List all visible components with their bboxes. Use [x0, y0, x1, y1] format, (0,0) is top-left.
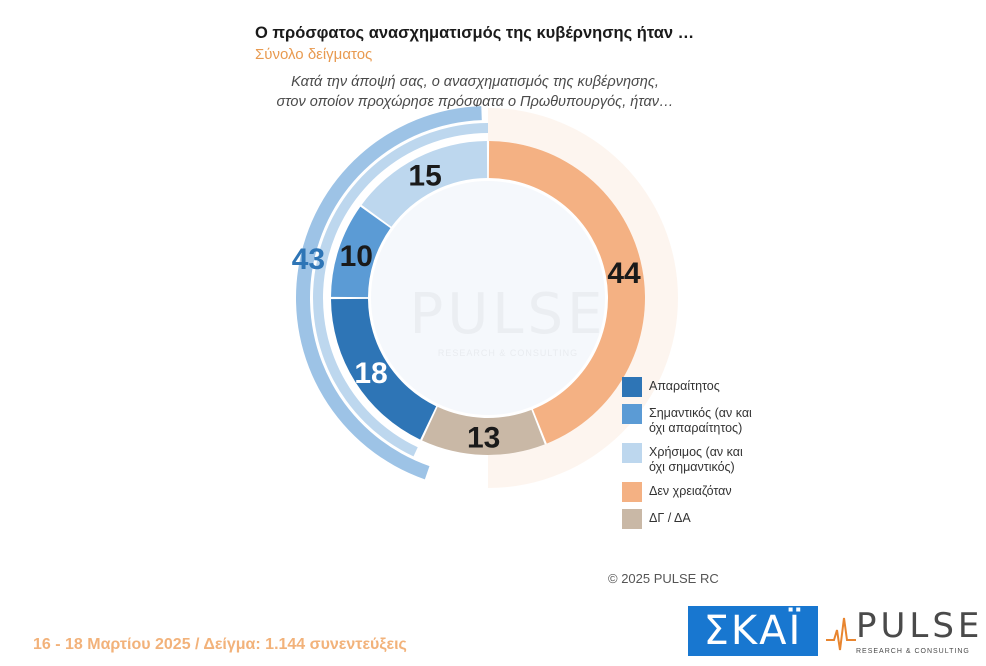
data-labels: 18 10 15 44 13 43 [292, 160, 641, 455]
survey-footer: 16 - 18 Μαρτίου 2025 / Δείγμα: 1.144 συν… [33, 636, 407, 653]
legend-swatch [622, 443, 642, 463]
slice-important [331, 206, 391, 298]
label-not-needed: 44 [607, 257, 641, 290]
legend-item: ΔΓ / ΔΑ [622, 509, 781, 529]
legend-label: Σημαντικός (αν και όχι απαραίτητος) [649, 406, 752, 435]
donut-slices [331, 141, 645, 456]
slice-dk-na [422, 406, 545, 456]
slice-necessary [331, 298, 437, 440]
survey-question-line-2: στον οποίον προχώρησε πρόσφατα ο Πρωθυπο… [276, 94, 674, 110]
slice-useful [361, 141, 488, 227]
pulse-logo-tagline: RESEARCH & CONSULTING [856, 648, 970, 655]
pulse-logo: PULSE RESEARCH & CONSULTING [826, 606, 979, 662]
inner-disc [371, 181, 605, 415]
legend-item: Απαραίτητος [622, 377, 781, 397]
legend-swatch [622, 509, 642, 529]
pulse-heartbeat-icon [826, 617, 856, 651]
legend: Απαραίτητος Σημαντικός (αν και όχι απαραί… [622, 377, 781, 536]
pulse-logo-word: PULSE [856, 606, 984, 646]
legend-item: Δεν χρειαζόταν [622, 482, 781, 502]
label-necessary: 18 [354, 357, 387, 390]
slice-not-needed [488, 141, 645, 444]
legend-swatch [622, 377, 642, 397]
skai-logo: ΣΚΑΪ [688, 606, 818, 656]
label-useful: 15 [408, 160, 441, 193]
legend-label: Δεν χρειαζόταν [649, 484, 732, 498]
legend-label: ΔΓ / ΔΑ [649, 511, 691, 525]
survey-question-line-1: Κατά την άποψή σας, ο ανασχηματισμός της… [291, 74, 659, 90]
legend-label: Χρήσιμος (αν και όχι σημαντικός) [649, 445, 743, 474]
legend-swatch [622, 404, 642, 424]
legend-swatch [622, 482, 642, 502]
label-dk-na: 13 [467, 421, 500, 454]
label-important: 10 [340, 240, 373, 273]
survey-question: Κατά την άποψή σας, ο ανασχηματισμός της… [240, 72, 710, 112]
chart-subtitle: Σύνολο δείγματος [255, 46, 373, 63]
chart-title: Ο πρόσφατος ανασχηματισμός της κυβέρνηση… [255, 24, 695, 42]
legend-item: Χρήσιμος (αν και όχι σημαντικός) [622, 443, 781, 475]
label-group-total: 43 [292, 243, 325, 276]
legend-label: Απαραίτητος [649, 379, 720, 393]
legend-item: Σημαντικός (αν και όχι απαραίτητος) [622, 404, 781, 436]
copyright-text: © 2025 PULSE RC [608, 571, 719, 586]
